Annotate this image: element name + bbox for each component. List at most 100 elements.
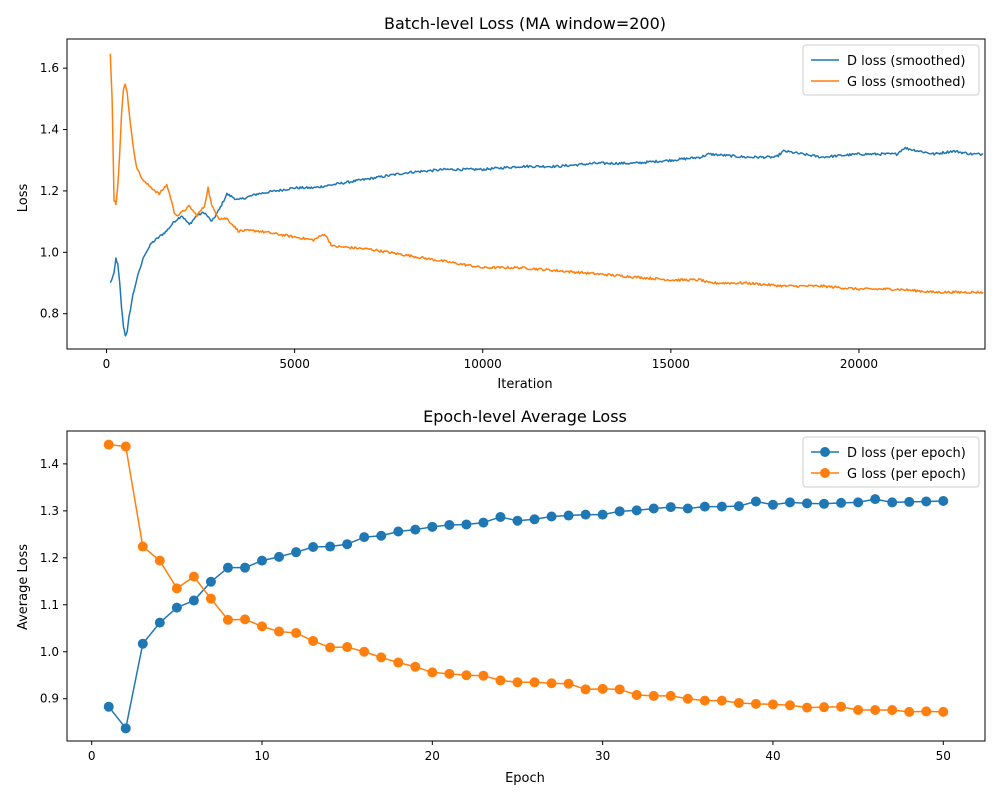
batch-loss-g-loss-line (109, 53, 984, 295)
epoch-loss-g-loss-point (716, 695, 727, 706)
epoch-loss-plot-area: 0 10 20 30 40 50 0.9 1.0 1.1 1.2 1.3 1.4 D loss (per… (40, 430, 986, 763)
epoch-loss-axes-frame (66, 430, 986, 742)
batch-loss-x-tick-label: 0 (103, 357, 111, 371)
epoch-loss-d-loss-point (921, 496, 932, 507)
epoch-loss-d-loss-point (665, 502, 676, 513)
epoch-loss-g-loss-point (308, 635, 319, 646)
epoch-loss-y-tick-label: 1.0 (40, 645, 59, 659)
batch-loss-xlabel: Iteration (497, 377, 552, 392)
epoch-loss-g-loss-point (291, 627, 302, 638)
epoch-loss-g-loss-point (205, 593, 216, 604)
epoch-loss-g-loss-point (376, 652, 387, 663)
epoch-loss-g-loss-point (325, 642, 336, 653)
epoch-loss-g-loss-point (836, 701, 847, 712)
epoch-loss-d-loss-point (529, 514, 540, 525)
epoch-loss-y-tick-label: 1.1 (40, 598, 59, 612)
epoch-loss-g-loss-point (103, 439, 114, 450)
epoch-loss-y-tick-label: 1.2 (40, 551, 59, 565)
batch-loss-y-tick-label: 1.2 (40, 184, 59, 198)
epoch-loss-d-loss-point (205, 576, 216, 587)
epoch-loss-xlabel: Epoch (505, 771, 545, 786)
epoch-loss-g-loss-point (529, 677, 540, 688)
epoch-loss-d-loss-point (188, 595, 199, 606)
epoch-loss-g-loss-point (665, 690, 676, 701)
epoch-loss-g-loss-point (222, 614, 233, 625)
epoch-loss-d-loss-point (614, 506, 625, 517)
epoch-loss-d-loss-point (478, 517, 489, 528)
epoch-loss-g-loss-point (461, 670, 472, 681)
epoch-loss-g-loss-point (410, 661, 421, 672)
epoch-loss-d-loss-point (546, 511, 557, 522)
epoch-loss-legend-g-marker (820, 468, 830, 478)
epoch-loss-d-loss-point (784, 497, 795, 508)
epoch-loss-d-loss-point (699, 501, 710, 512)
batch-loss-y-tick-label: 1.0 (40, 245, 59, 259)
epoch-loss-g-loss-point (699, 695, 710, 706)
batch-loss-chart: Batch-level Loss (MA window=200) Iterati… (16, 14, 986, 392)
epoch-loss-g-loss-point (478, 670, 489, 681)
epoch-loss-legend-box (802, 436, 980, 488)
epoch-loss-g-loss-point (733, 697, 744, 708)
batch-loss-ylabel: Loss (16, 184, 31, 213)
epoch-loss-g-loss-point (546, 678, 557, 689)
epoch-loss-d-loss-point (495, 511, 506, 522)
batch-loss-plot-area: 0 5000 10000 15000 20000 0.8 1.0 1.2 1.4 1.6 D los… (40, 38, 986, 371)
epoch-loss-y-tick-label: 1.4 (40, 457, 59, 471)
batch-loss-x-tick-label: 15000 (652, 357, 690, 371)
epoch-loss-g-loss-point (870, 705, 881, 715)
epoch-loss-x-tick-label: 40 (765, 749, 780, 763)
epoch-loss-d-loss-point (274, 551, 285, 562)
epoch-loss-d-loss-point (376, 530, 387, 541)
epoch-loss-legend-d-label: D loss (per epoch) (847, 446, 966, 461)
epoch-loss-d-loss-point (750, 496, 761, 507)
epoch-loss-d-loss-point (171, 602, 182, 613)
epoch-loss-g-loss-point (171, 583, 182, 594)
batch-loss-y-tick-label: 1.6 (40, 61, 59, 75)
epoch-loss-g-loss-point (597, 683, 608, 694)
epoch-loss-d-loss-point (802, 498, 813, 509)
epoch-loss-d-loss-point (563, 510, 574, 521)
epoch-loss-d-loss-point (359, 532, 370, 543)
batch-loss-axes-frame (66, 38, 986, 350)
batch-loss-legend-box (802, 44, 980, 96)
epoch-loss-y-tick-label: 1.3 (40, 504, 59, 518)
epoch-loss-legend-d-marker (820, 447, 830, 457)
epoch-loss-g-loss-point (563, 678, 574, 689)
epoch-loss-g-loss-point (137, 541, 148, 552)
epoch-loss-d-loss-point (716, 501, 727, 512)
epoch-loss-title: Epoch-level Average Loss (423, 407, 627, 426)
epoch-loss-d-loss-point (904, 496, 915, 507)
epoch-loss-chart: Epoch-level Average Loss Epoch Average L… (16, 407, 986, 786)
batch-loss-title: Batch-level Loss (MA window=200) (384, 14, 666, 33)
batch-loss-legend: D loss (smoothed) G loss (smoothed) (802, 44, 980, 96)
epoch-loss-d-loss-point (137, 638, 148, 649)
epoch-loss-x-tick-label: 50 (936, 749, 951, 763)
epoch-loss-g-loss-point (750, 698, 761, 709)
batch-loss-legend-d-label: D loss (smoothed) (847, 54, 965, 69)
epoch-loss-d-loss-point (580, 509, 591, 520)
epoch-loss-d-loss-point (870, 494, 881, 505)
epoch-loss-d-loss-point (631, 505, 642, 516)
epoch-loss-g-loss-point (580, 684, 591, 695)
epoch-loss-g-loss-point (120, 441, 131, 452)
epoch-loss-d-loss-point (597, 509, 608, 520)
epoch-loss-g-loss-point (921, 706, 932, 717)
epoch-loss-x-tick-label: 20 (425, 749, 440, 763)
epoch-loss-g-loss-point (784, 700, 795, 711)
epoch-loss-g-loss-point (393, 657, 404, 668)
epoch-loss-d-loss-point (733, 501, 744, 512)
batch-loss-x-tick-label: 10000 (464, 357, 502, 371)
epoch-loss-legend: D loss (per epoch) G loss (per epoch) (802, 436, 980, 488)
epoch-loss-g-loss-point (682, 693, 693, 704)
epoch-loss-g-loss-point (614, 684, 625, 695)
batch-loss-d-loss-line (109, 146, 984, 337)
epoch-loss-d-loss-point (154, 617, 165, 628)
epoch-loss-x-tick-label: 30 (595, 749, 610, 763)
epoch-loss-d-loss-point (393, 526, 404, 537)
epoch-loss-g-loss-point (342, 642, 353, 653)
batch-loss-y-tick-label: 1.4 (40, 123, 59, 137)
batch-loss-x-tick-label: 5000 (279, 357, 310, 371)
epoch-loss-d-loss-point (444, 519, 455, 530)
batch-loss-y-tick-label: 0.8 (40, 307, 59, 321)
